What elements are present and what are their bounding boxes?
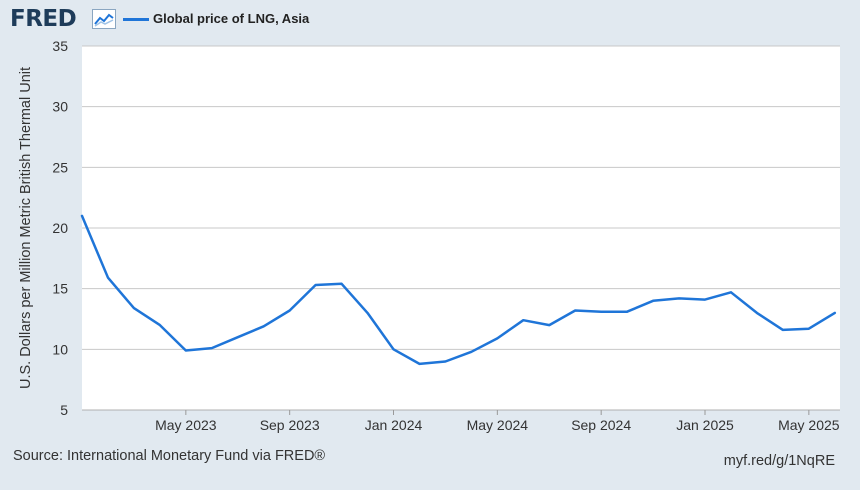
legend-label: Global price of LNG, Asia (153, 11, 310, 26)
y-tick-label: 15 (52, 281, 68, 297)
legend-swatch (123, 18, 149, 21)
x-tick-label: Jan 2024 (365, 417, 423, 433)
short-url-link[interactable]: myf.red/g/1NqRE (723, 453, 835, 469)
y-axis-label: U.S. Dollars per Million Metric British … (18, 67, 34, 389)
line-chart-icon (92, 9, 116, 29)
y-axis-ticks: 5 10 15 20 25 30 35 (52, 38, 68, 418)
source-note: Source: International Monetary Fund via … (13, 448, 326, 464)
x-axis-ticks: May 2023 Sep 2023 Jan 2024 May 2024 Sep 2024… (155, 410, 840, 433)
fred-logo[interactable]: FRED (10, 6, 77, 32)
series-line-lng-asia[interactable] (80, 214, 837, 366)
x-tick-label: May 2024 (467, 417, 529, 433)
x-tick-label: May 2023 (155, 417, 217, 433)
y-tick-label: 20 (52, 220, 68, 236)
x-tick-label: Sep 2023 (260, 417, 320, 433)
x-tick-label: May 2025 (778, 417, 840, 433)
y-tick-label: 10 (52, 341, 68, 357)
x-tick-label: Jan 2025 (676, 417, 734, 433)
y-tick-label: 25 (52, 159, 68, 175)
y-tick-label: 35 (52, 38, 68, 54)
x-tick-label: Sep 2024 (571, 417, 631, 433)
y-tick-label: 5 (60, 402, 68, 418)
chart-header: FRED Global price of LNG, Asia (0, 0, 860, 40)
y-tick-label: 30 (52, 99, 68, 115)
gridlines (82, 45, 840, 411)
